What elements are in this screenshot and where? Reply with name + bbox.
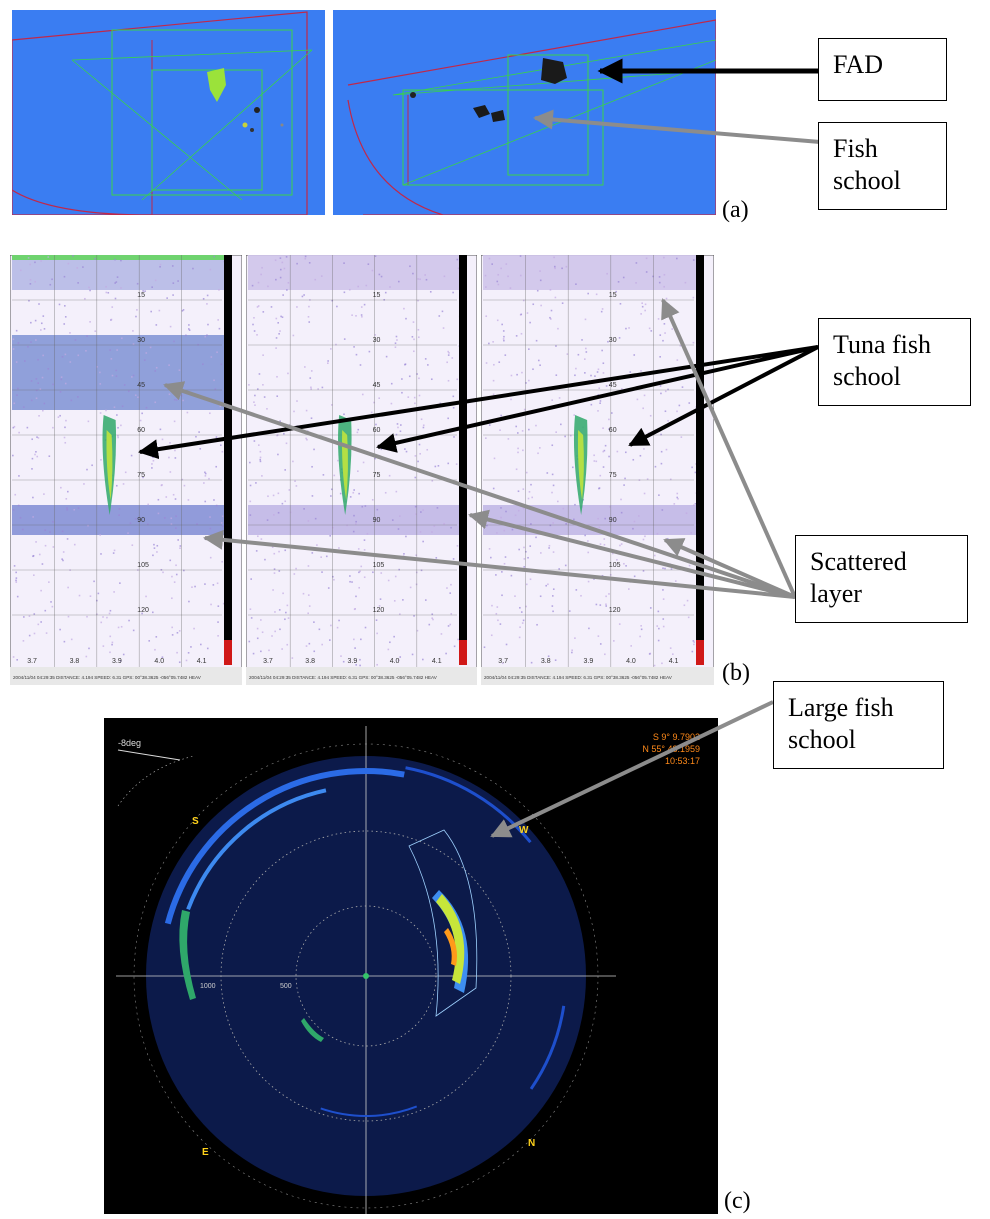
- panel-b-echogram-2: 15 30 45 60 75 90 105 120 3.7 3.8 3.9 4.0 4.1 2004/11…: [245, 254, 478, 686]
- sonar-left-echo: [179, 910, 196, 1000]
- callout-scattered-layer: Scattered layer: [795, 535, 968, 623]
- compass-n: N: [528, 1138, 535, 1149]
- selection-sector: [408, 829, 478, 1017]
- readout-line: 10:53:17: [665, 756, 700, 766]
- callout-fish-school: Fish school: [818, 122, 947, 210]
- arrow-tuna-3: [628, 345, 819, 447]
- arrow-large-fish-school: [490, 700, 774, 838]
- echogram-depth-tick: 120: [137, 607, 149, 614]
- echogram-footer: 2004/11/04 04:29:35 DISTANCE: 4.194 SPEE…: [249, 675, 438, 680]
- arrow-scattered-2: [203, 529, 796, 599]
- echogram-depth-tick: 75: [137, 472, 145, 479]
- compass-w: W: [519, 825, 529, 836]
- callout-tuna-fish-school: Tuna fish school: [818, 318, 971, 406]
- echogram-x-tick: 3.7: [263, 658, 273, 665]
- arrow-scattered-3: [468, 509, 796, 599]
- compass-s: S: [192, 816, 199, 827]
- compass-e: E: [202, 1147, 209, 1158]
- echogram-depth-tick: 30: [609, 337, 617, 344]
- callout-fish-school-line2: school: [833, 166, 901, 195]
- echogram-depth-tick: 75: [373, 472, 381, 479]
- panel-label-a: (a): [722, 197, 749, 223]
- echogram-x-tick: 3.8: [541, 658, 551, 665]
- callout-large-fish-school: Large fish school: [773, 681, 944, 769]
- range-label-1000: 1000: [200, 983, 216, 990]
- panel-label-c: (c): [724, 1188, 751, 1214]
- fad-echo-3d: [541, 58, 567, 84]
- echogram-x-tick: 3.9: [348, 658, 358, 665]
- echogram-x-tick: 4.0: [626, 658, 636, 665]
- echogram-depth-tick: 30: [137, 337, 145, 344]
- echogram-depth-tick: 105: [137, 562, 149, 569]
- echogram-x-tick: 4.0: [154, 658, 164, 665]
- callout-fad: FAD: [818, 38, 947, 101]
- panel-a-left-svg: [11, 11, 313, 216]
- echogram-depth-tick: 15: [137, 292, 145, 299]
- tilt-label: -8deg: [118, 738, 141, 748]
- echogram-depth-tick: 45: [373, 382, 381, 389]
- echogram-x-tick: 3.9: [112, 658, 122, 665]
- fish-school-echo-3d: [473, 105, 490, 118]
- echogram-depth-tick: 15: [373, 292, 381, 299]
- echogram-x-tick: 3.9: [584, 658, 594, 665]
- echogram-depth-tick: 30: [373, 337, 381, 344]
- panel-a-right-view: [333, 10, 717, 216]
- echogram-depth-tick: 45: [137, 382, 145, 389]
- arrow-scattered-1: [163, 381, 796, 599]
- arrow-tuna-1: [138, 345, 819, 460]
- callout-large-line2: school: [788, 725, 856, 754]
- readout-line: S 9° 9.7902: [653, 732, 700, 742]
- echogram-footer: 2004/11/04 04:29:35 DISTANCE: 4.194 SPEE…: [13, 675, 202, 680]
- echogram-x-tick: 4.1: [197, 658, 207, 665]
- echogram-depth-tick: 120: [609, 607, 621, 614]
- echogram-depth-tick: 60: [609, 427, 617, 434]
- callout-fish-school-line1: Fish: [833, 134, 878, 163]
- echogram-depth-tick: 60: [137, 427, 145, 434]
- echogram-footer: 2004/11/04 04:29:35 DISTANCE: 4.194 SPEE…: [484, 675, 673, 680]
- echogram-x-tick: 4.1: [432, 658, 442, 665]
- echogram-depth-tick: 45: [609, 382, 617, 389]
- arrow-scattered-4: [663, 538, 796, 599]
- echogram-depth-tick: 105: [373, 562, 385, 569]
- panel-a-left-view: [11, 10, 325, 216]
- callout-scattered-line1: Scattered: [810, 547, 907, 576]
- echogram-x-tick: 3.8: [305, 658, 315, 665]
- callout-tuna-line2: school: [833, 362, 901, 391]
- echogram-depth-tick: 75: [609, 472, 617, 479]
- echogram-depth-tick: 120: [373, 607, 385, 614]
- echogram-depth-tick: 60: [373, 427, 381, 434]
- range-label-500: 500: [280, 983, 292, 990]
- arrow-tuna-2: [376, 345, 819, 453]
- echogram-svg: 15 30 45 60 75 90 105 120 3.7 3.8 3.9 4.0 4.1 2004/11…: [245, 254, 478, 686]
- echogram-x-tick: 4.1: [669, 658, 679, 665]
- arrow-fish-school: [533, 109, 821, 144]
- echogram-depth-tick: 90: [373, 517, 381, 524]
- echogram-depth-tick: 15: [609, 292, 617, 299]
- echogram-depth-tick: 90: [609, 517, 617, 524]
- arrow-scattered-5: [661, 298, 797, 598]
- callout-large-line1: Large fish: [788, 693, 894, 722]
- echogram-x-tick: 3.7: [498, 658, 508, 665]
- callout-fad-text: FAD: [833, 50, 884, 79]
- fad-echo-3d-left: [207, 68, 226, 102]
- panel-label-b: (b): [722, 660, 750, 686]
- callout-tuna-line1: Tuna fish: [833, 330, 932, 359]
- echogram-svg: 15 30 45 60 75 90 105 120 3.7 3.8 3.9 4.0 4.1 2004/11…: [9, 254, 243, 686]
- panel-b-echogram-1: 15 30 45 60 75 90 105 120 3.7 3.8 3.9 4.0 4.1 2004/11…: [9, 254, 243, 686]
- echogram-x-tick: 3.8: [70, 658, 80, 665]
- echogram-x-tick: 3.7: [27, 658, 37, 665]
- echogram-x-tick: 4.0: [390, 658, 400, 665]
- echogram-depth-tick: 105: [609, 562, 621, 569]
- echogram-depth-tick: 90: [137, 517, 145, 524]
- callout-scattered-line2: layer: [810, 579, 862, 608]
